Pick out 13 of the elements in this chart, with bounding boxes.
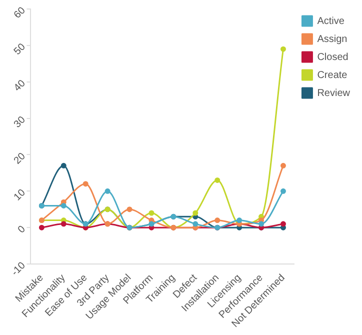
legend-label: Active [317, 16, 345, 27]
y-tick-label: 50 [12, 41, 28, 58]
legend-label: Create [317, 70, 348, 81]
y-tick-label: 20 [12, 150, 28, 167]
y-tick-label: 10 [12, 187, 28, 204]
legend-label: Closed [317, 52, 348, 63]
y-tick-label: 40 [12, 78, 28, 94]
y-tick-label: 60 [12, 4, 28, 21]
legend-label: Assign [317, 34, 348, 45]
legend-label: Review [317, 88, 351, 99]
y-tick-label: 0 [16, 224, 28, 236]
y-tick-label: -10 [10, 260, 28, 278]
y-tick-label: 30 [12, 114, 28, 130]
